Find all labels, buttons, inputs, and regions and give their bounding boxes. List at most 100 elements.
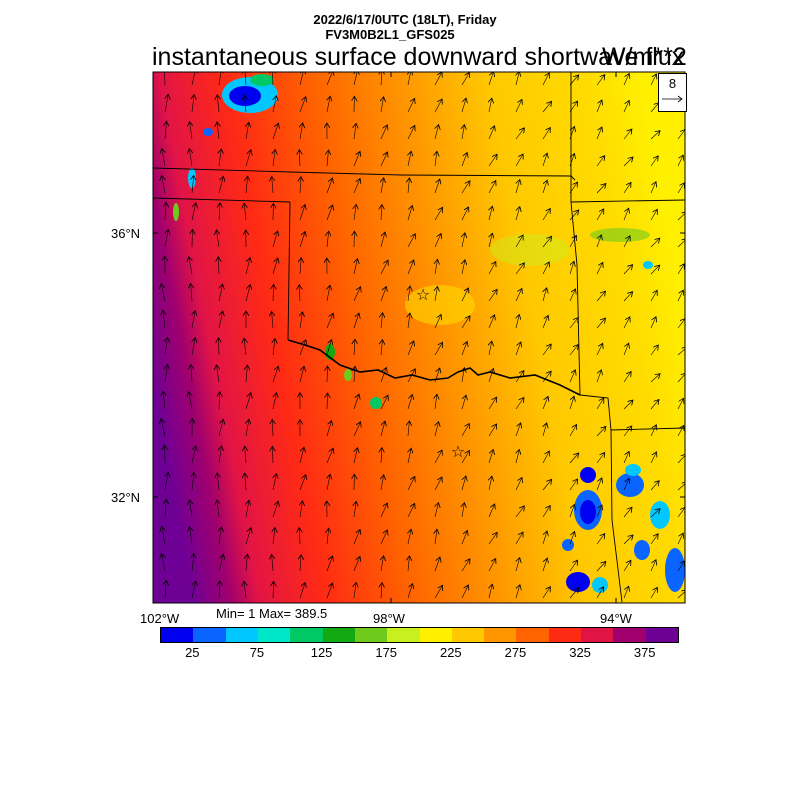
wind-vector: [623, 317, 630, 329]
wind-vector: [543, 288, 547, 302]
wind-vector: [381, 340, 383, 356]
wind-vector: [299, 528, 300, 545]
wind-vector: [516, 315, 519, 329]
wind-vector: [650, 509, 660, 518]
wind-vector: [299, 72, 304, 86]
wind-vector: [596, 562, 606, 572]
wind-vector: [219, 203, 220, 221]
colorbar-tick-label: 175: [375, 645, 398, 660]
wind-vector: [542, 396, 548, 410]
wind-vector: [245, 393, 251, 410]
wind-vector: [570, 261, 574, 275]
wind-vector: [515, 342, 521, 356]
wind-vector: [435, 394, 437, 410]
wind-vector: [677, 319, 685, 329]
wind-vector: [435, 151, 437, 167]
wind-vector: [190, 122, 192, 140]
wind-vector: [380, 503, 387, 518]
wind-vector: [516, 180, 520, 194]
wind-vector: [515, 398, 524, 410]
wind-vector: [515, 423, 521, 437]
lon-label: 94°W: [600, 611, 632, 626]
wind-vector: [489, 476, 492, 491]
wind-vector: [650, 452, 657, 464]
reference-arrow-icon: [662, 95, 683, 103]
wind-vector: [596, 262, 603, 275]
wind-vector: [327, 231, 329, 248]
wind-vector: [488, 504, 495, 518]
wind-vector: [189, 149, 192, 167]
wind-vector: [596, 235, 601, 248]
wind-vector: [327, 393, 328, 410]
wind-vector: [461, 451, 469, 464]
wind-vector: [434, 179, 440, 194]
wind-vector: [272, 554, 273, 572]
wind-vector: [219, 311, 223, 329]
colorbar-tick-label: 325: [569, 645, 591, 660]
wind-vector: [273, 284, 274, 302]
wind-vector: [300, 177, 301, 194]
wind-vector: [219, 149, 221, 167]
wind-vector: [434, 315, 441, 329]
wind-vector: [461, 531, 467, 545]
wind-vector: [381, 178, 384, 194]
wind-vector: [165, 337, 168, 356]
colorbar-swatch: [581, 628, 614, 642]
wind-vector: [408, 72, 411, 86]
wind-vector: [542, 531, 547, 545]
colorbar-tick-label: 75: [249, 645, 265, 660]
wind-vector: [596, 75, 605, 86]
wind-vector: [191, 581, 196, 599]
wind-vector: [244, 338, 246, 356]
wind-vector: [407, 477, 415, 491]
wind-vector: [354, 582, 356, 599]
wind-vector: [623, 507, 632, 518]
wind-vector: [461, 342, 467, 356]
wind-vector: [623, 372, 631, 383]
wind-vector: [191, 284, 192, 302]
wind-vector: [300, 312, 303, 329]
wind-vector: [569, 588, 579, 599]
wind-vector: [165, 121, 167, 140]
wind-vector: [381, 97, 384, 113]
wind-vector: [218, 554, 223, 572]
wind-vector: [272, 311, 273, 329]
wind-vector: [596, 100, 602, 113]
wind-vector: [353, 151, 360, 167]
wind-vector: [488, 289, 497, 302]
wind-vector: [569, 560, 578, 572]
wind-vector: [677, 155, 683, 167]
wind-vector: [623, 100, 629, 113]
red-river-border: [287, 339, 581, 396]
wind-vector: [407, 98, 415, 113]
wind-vector: [354, 204, 356, 221]
wind-vector: [462, 260, 465, 275]
wind-vector: [244, 203, 246, 221]
wind-vector: [623, 426, 632, 437]
wind-vector: [596, 209, 604, 221]
wind-vector: [515, 532, 523, 545]
wind-vector: [461, 316, 470, 329]
wind-vector: [381, 475, 384, 491]
wind-vector: [623, 560, 631, 572]
wind-vector: [542, 479, 552, 491]
wind-vector: [218, 257, 219, 275]
colorbar-swatch: [516, 628, 549, 642]
wind-vector: [489, 233, 492, 248]
wind-vector: [677, 264, 684, 275]
wind-vector: [596, 427, 606, 437]
wind-vector: [192, 95, 194, 113]
colorbar-swatch: [290, 628, 323, 642]
wind-vector: [516, 585, 520, 599]
wind-vector: [327, 528, 329, 545]
wind-vector: [677, 347, 685, 356]
wind-vector: [299, 150, 300, 167]
wind-vector: [516, 207, 520, 221]
wind-vector: [461, 585, 468, 599]
wind-vector: [326, 556, 333, 572]
wind-vector: [461, 207, 469, 221]
wind-vector: [162, 553, 165, 572]
wind-vector: [326, 448, 333, 464]
colorbar-swatch: [257, 628, 291, 642]
wind-vector: [192, 554, 194, 572]
